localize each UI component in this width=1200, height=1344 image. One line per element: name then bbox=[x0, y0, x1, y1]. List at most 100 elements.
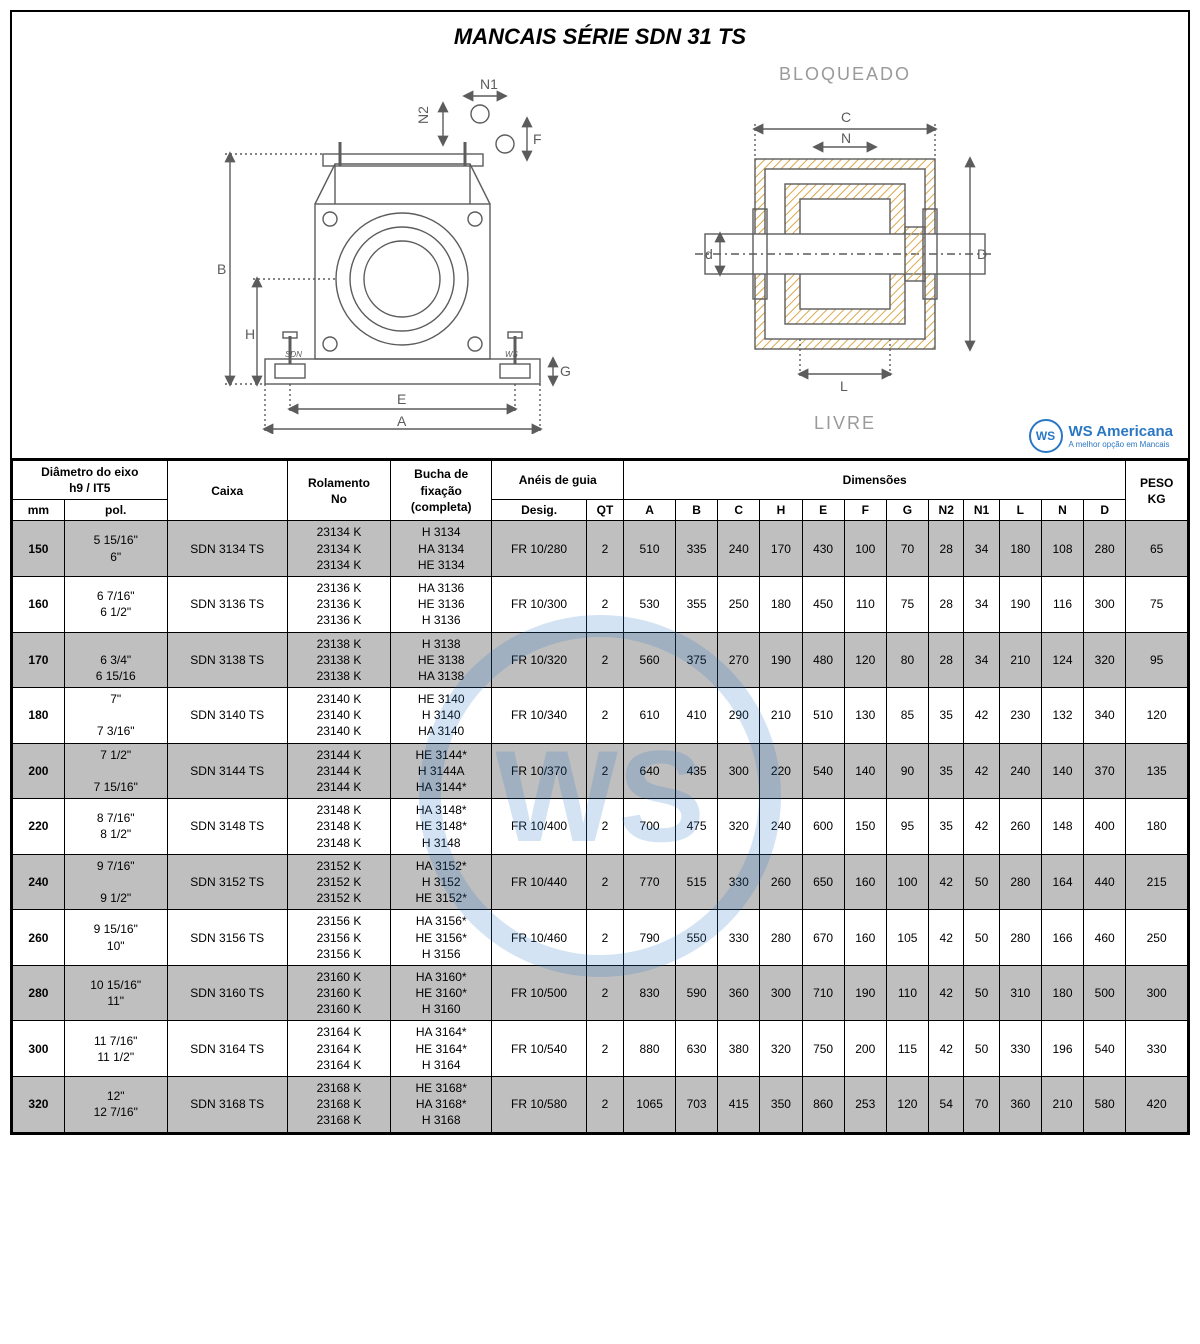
table-cell: 9 15/16"10" bbox=[64, 910, 167, 966]
table-row: 1505 15/16"6"SDN 3134 TS23134 K23134 K23… bbox=[13, 521, 1188, 577]
table-cell: 9 7/16"9 1/2" bbox=[64, 854, 167, 910]
table-cell: 1065 bbox=[624, 1077, 676, 1133]
table-cell: 300 bbox=[718, 743, 760, 799]
diagrams-row: B H G E A N1 N2 F SDN WS BLOQUEADO bbox=[12, 54, 1188, 458]
table-row: 30011 7/16"11 1/2"SDN 3164 TS23164 K2316… bbox=[13, 1021, 1188, 1077]
table-cell: 23156 K23156 K23156 K bbox=[287, 910, 390, 966]
hdr-rolamento: RolamentoNo bbox=[287, 461, 390, 521]
table-cell: 105 bbox=[886, 910, 928, 966]
table-cell: 215 bbox=[1126, 854, 1188, 910]
drawing-ws: WS bbox=[505, 350, 519, 359]
spec-table: Diâmetro do eixoh9 / IT5 Caixa Rolamento… bbox=[12, 460, 1188, 1133]
table-cell: 135 bbox=[1126, 743, 1188, 799]
table-cell: H 3134HA 3134HE 3134 bbox=[391, 521, 492, 577]
table-cell: 35 bbox=[929, 799, 964, 855]
hdr-C: C bbox=[718, 500, 760, 521]
table-cell: 148 bbox=[1041, 799, 1083, 855]
table-cell: 300 bbox=[1084, 576, 1126, 632]
table-cell: 280 bbox=[1084, 521, 1126, 577]
hdr-A: A bbox=[624, 500, 676, 521]
table-cell: SDN 3156 TS bbox=[167, 910, 287, 966]
dim-D: D bbox=[977, 246, 987, 262]
label-bloqueado: BLOQUEADO bbox=[665, 64, 1025, 85]
table-cell: HE 3168*HA 3168*H 3168 bbox=[391, 1077, 492, 1133]
table-cell: 253 bbox=[844, 1077, 886, 1133]
table-cell: 590 bbox=[676, 965, 718, 1021]
table-cell: 240 bbox=[760, 799, 802, 855]
table-row: 1606 7/16"6 1/2"SDN 3136 TS23136 K23136 … bbox=[13, 576, 1188, 632]
dim-N2: N2 bbox=[415, 106, 431, 124]
hdr-F: F bbox=[844, 500, 886, 521]
table-cell: 34 bbox=[964, 576, 999, 632]
table-cell: 510 bbox=[624, 521, 676, 577]
dim-B: B bbox=[217, 261, 226, 277]
diagram-front: B H G E A N1 N2 F SDN WS bbox=[175, 64, 605, 434]
ws-logo-text: WS Americana A melhor opção em Mancais bbox=[1069, 423, 1173, 449]
table-cell: 42 bbox=[929, 1021, 964, 1077]
table-cell: 42 bbox=[929, 965, 964, 1021]
table-cell: 220 bbox=[760, 743, 802, 799]
hdr-caixa: Caixa bbox=[167, 461, 287, 521]
table-cell: 2 bbox=[586, 576, 623, 632]
table-cell: 35 bbox=[929, 688, 964, 744]
table-cell: 260 bbox=[760, 854, 802, 910]
hdr-peso: PESOKG bbox=[1126, 461, 1188, 521]
table-cell: 8 7/16"8 1/2" bbox=[64, 799, 167, 855]
table-cell: 790 bbox=[624, 910, 676, 966]
table-cell: 110 bbox=[844, 576, 886, 632]
table-cell: 480 bbox=[802, 632, 844, 688]
table-cell: 550 bbox=[676, 910, 718, 966]
table-cell: FR 10/320 bbox=[492, 632, 587, 688]
table-cell: 415 bbox=[718, 1077, 760, 1133]
table-cell: 120 bbox=[844, 632, 886, 688]
dim-N1: N1 bbox=[480, 76, 498, 92]
table-cell: FR 10/580 bbox=[492, 1077, 587, 1133]
table-cell: 750 bbox=[802, 1021, 844, 1077]
dim-F: F bbox=[533, 131, 542, 147]
table-cell: HA 3152*H 3152HE 3152* bbox=[391, 854, 492, 910]
table-cell: 830 bbox=[624, 965, 676, 1021]
dim-H: H bbox=[245, 326, 255, 342]
table-wrap: WS Diâmetro do eixoh9 / IT5 Caixa Rolame… bbox=[12, 460, 1188, 1133]
table-cell: 10 15/16"11" bbox=[64, 965, 167, 1021]
table-cell: 440 bbox=[1084, 854, 1126, 910]
table-body: 1505 15/16"6"SDN 3134 TS23134 K23134 K23… bbox=[13, 521, 1188, 1132]
table-cell: 280 bbox=[13, 965, 65, 1021]
table-cell: 250 bbox=[1126, 910, 1188, 966]
hdr-E: E bbox=[802, 500, 844, 521]
table-cell: 515 bbox=[676, 854, 718, 910]
table-cell: 7 1/2"7 15/16" bbox=[64, 743, 167, 799]
table-cell: 240 bbox=[999, 743, 1041, 799]
table-cell: 300 bbox=[760, 965, 802, 1021]
table-cell: 75 bbox=[886, 576, 928, 632]
table-cell: 475 bbox=[676, 799, 718, 855]
table-cell: 340 bbox=[1084, 688, 1126, 744]
table-cell: 710 bbox=[802, 965, 844, 1021]
table-row: 2208 7/16"8 1/2"SDN 3148 TS23148 K23148 … bbox=[13, 799, 1188, 855]
table-cell: 2 bbox=[586, 1077, 623, 1133]
table-cell: 630 bbox=[676, 1021, 718, 1077]
table-cell: 6 7/16"6 1/2" bbox=[64, 576, 167, 632]
table-cell: SDN 3138 TS bbox=[167, 632, 287, 688]
table-cell: 95 bbox=[886, 799, 928, 855]
table-cell: 610 bbox=[624, 688, 676, 744]
table-cell: 180 bbox=[1126, 799, 1188, 855]
hdr-bucha: Bucha defixação(completa) bbox=[391, 461, 492, 521]
table-cell: 600 bbox=[802, 799, 844, 855]
front-view-svg: B H G E A N1 N2 F SDN WS bbox=[175, 64, 605, 434]
table-cell: 410 bbox=[676, 688, 718, 744]
table-cell: 140 bbox=[844, 743, 886, 799]
table-cell: 703 bbox=[676, 1077, 718, 1133]
table-cell: 650 bbox=[802, 854, 844, 910]
table-cell: 65 bbox=[1126, 521, 1188, 577]
table-cell: HE 3144*H 3144AHA 3144* bbox=[391, 743, 492, 799]
table-cell: HE 3140H 3140HA 3140 bbox=[391, 688, 492, 744]
table-cell: 180 bbox=[1041, 965, 1083, 1021]
table-cell: SDN 3160 TS bbox=[167, 965, 287, 1021]
table-cell: FR 10/440 bbox=[492, 854, 587, 910]
table-cell: 70 bbox=[964, 1077, 999, 1133]
table-cell: FR 10/540 bbox=[492, 1021, 587, 1077]
hdr-mm: mm bbox=[13, 500, 65, 521]
table-cell: 28 bbox=[929, 576, 964, 632]
hdr-N: N bbox=[1041, 500, 1083, 521]
